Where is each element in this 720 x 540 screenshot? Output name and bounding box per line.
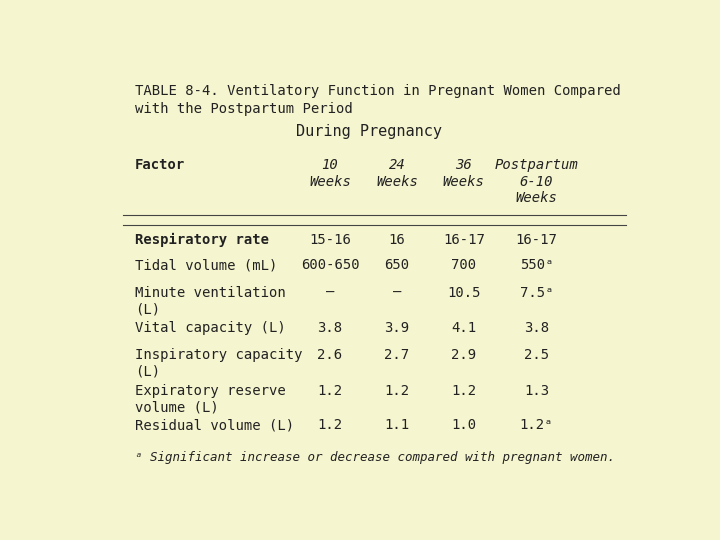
Text: Expiratory reserve
volume (L): Expiratory reserve volume (L) <box>135 384 285 414</box>
Text: 16-17: 16-17 <box>443 233 485 247</box>
Text: During Pregnancy: During Pregnancy <box>296 124 442 139</box>
Text: 1.2: 1.2 <box>318 418 343 432</box>
Text: 2.6: 2.6 <box>318 348 343 362</box>
Text: 36
Weeks: 36 Weeks <box>443 158 485 188</box>
Text: 1.3: 1.3 <box>524 384 549 398</box>
Text: 1.1: 1.1 <box>384 418 410 432</box>
Text: 15-16: 15-16 <box>309 233 351 247</box>
Text: 4.1: 4.1 <box>451 321 477 334</box>
Text: 10.5: 10.5 <box>447 286 481 300</box>
Text: Residual volume (L): Residual volume (L) <box>135 418 294 432</box>
Text: 700: 700 <box>451 258 477 272</box>
Text: 1.2: 1.2 <box>384 384 410 398</box>
Text: with the Postpartum Period: with the Postpartum Period <box>135 102 352 116</box>
Text: 16-17: 16-17 <box>516 233 557 247</box>
Text: 1.2: 1.2 <box>451 384 477 398</box>
Text: Minute ventilation
(L): Minute ventilation (L) <box>135 286 285 316</box>
Text: Vital capacity (L): Vital capacity (L) <box>135 321 285 334</box>
Text: 7.5ᵃ: 7.5ᵃ <box>520 286 553 300</box>
Text: 1.2ᵃ: 1.2ᵃ <box>520 418 553 432</box>
Text: 1.2: 1.2 <box>318 384 343 398</box>
Text: 650: 650 <box>384 258 410 272</box>
Text: 550ᵃ: 550ᵃ <box>520 258 553 272</box>
Text: 600-650: 600-650 <box>301 258 359 272</box>
Text: 10
Weeks: 10 Weeks <box>309 158 351 188</box>
Text: 3.9: 3.9 <box>384 321 410 334</box>
Text: —: — <box>325 286 334 300</box>
Text: Postpartum
6-10
Weeks: Postpartum 6-10 Weeks <box>495 158 578 205</box>
Text: Inspiratory capacity
(L): Inspiratory capacity (L) <box>135 348 302 379</box>
Text: TABLE 8-4. Ventilatory Function in Pregnant Women Compared: TABLE 8-4. Ventilatory Function in Pregn… <box>135 84 621 98</box>
Text: 2.9: 2.9 <box>451 348 477 362</box>
Text: 1.0: 1.0 <box>451 418 477 432</box>
Text: 3.8: 3.8 <box>318 321 343 334</box>
Text: Tidal volume (mL): Tidal volume (mL) <box>135 258 277 272</box>
Text: —: — <box>392 286 401 300</box>
Text: 24
Weeks: 24 Weeks <box>376 158 418 188</box>
Text: ᵃ Significant increase or decrease compared with pregnant women.: ᵃ Significant increase or decrease compa… <box>135 451 615 464</box>
Text: 2.5: 2.5 <box>524 348 549 362</box>
Text: Respiratory rate: Respiratory rate <box>135 233 269 247</box>
Text: Factor: Factor <box>135 158 185 172</box>
Text: 3.8: 3.8 <box>524 321 549 334</box>
Text: 2.7: 2.7 <box>384 348 410 362</box>
Text: 16: 16 <box>389 233 405 247</box>
